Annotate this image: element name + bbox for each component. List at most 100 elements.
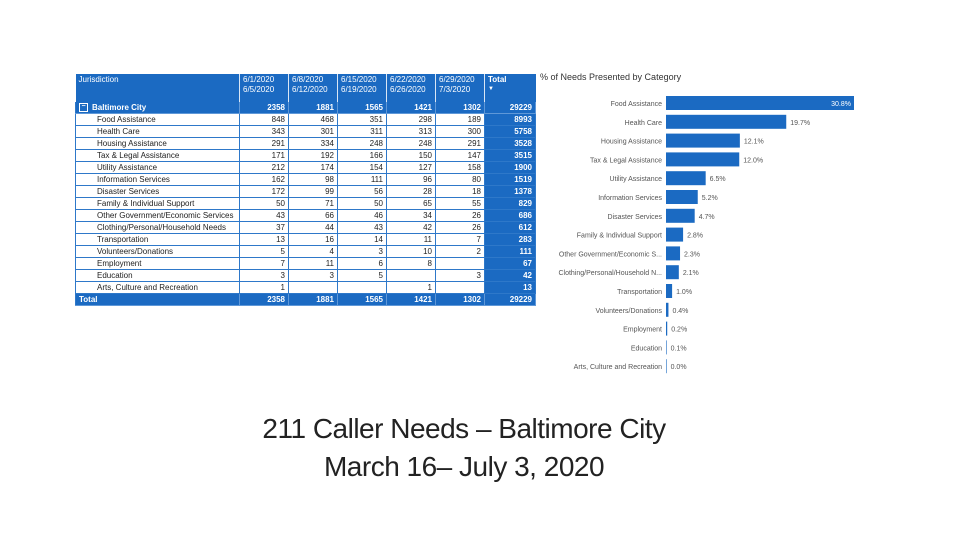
table-row[interactable]: Housing Assistance 291 334 248 248 291 3528 xyxy=(75,137,536,150)
row-label-text: Total xyxy=(79,295,98,304)
value-cell: 11 xyxy=(386,233,436,246)
category-label: Employment xyxy=(623,327,662,334)
value-cell: 7 xyxy=(239,257,289,270)
bar[interactable] xyxy=(666,133,740,148)
value-cell: 16 xyxy=(288,233,338,246)
data-label: 12.0% xyxy=(743,157,763,164)
value-cell: 56 xyxy=(337,185,387,198)
value-cell: 313 xyxy=(386,125,436,138)
total-cell: 283 xyxy=(484,233,536,246)
value-cell: 80 xyxy=(435,173,485,186)
category-label: Food Assistance xyxy=(611,101,662,108)
value-cell: 50 xyxy=(239,197,289,210)
table-row-label: Other Government/Economic Services xyxy=(75,209,240,222)
table-row[interactable]: Family & Individual Support 50 71 50 65 55 829 xyxy=(75,197,536,210)
bar[interactable] xyxy=(666,246,681,261)
bar[interactable] xyxy=(666,359,667,374)
table-row[interactable]: Transportation 13 16 14 11 7 283 xyxy=(75,233,536,246)
value-cell: 3 xyxy=(288,269,338,282)
value-cell: 42 xyxy=(386,221,436,234)
data-label: 6.5% xyxy=(710,176,726,183)
parent-row[interactable]: − Baltimore City 2358 1881 1565 1421 1302 29229 xyxy=(75,102,536,114)
value-cell: 50 xyxy=(337,197,387,210)
row-label-text: Baltimore City xyxy=(92,103,147,112)
total-cell: 111 xyxy=(484,245,536,258)
bar[interactable] xyxy=(666,340,667,355)
value-cell: 248 xyxy=(386,137,436,150)
table-row-label: Education xyxy=(75,269,240,282)
sort-descending-icon[interactable]: ▼ xyxy=(488,86,494,92)
table-row[interactable]: Volunteers/Donations 5 4 3 10 2 111 xyxy=(75,245,536,258)
table-row[interactable]: Tax & Legal Assistance 171 192 166 150 147 351… xyxy=(75,149,536,162)
bar[interactable] xyxy=(666,114,787,129)
value-cell: 2358 xyxy=(239,293,289,306)
table-row[interactable]: Disaster Services 172 99 56 28 18 1378 xyxy=(75,185,536,198)
value-cell: 158 xyxy=(435,161,485,174)
table-row[interactable]: Information Services 162 98 111 96 80 1519 xyxy=(75,173,536,186)
table-row[interactable]: Arts, Culture and Recreation 1 1 13 xyxy=(75,281,536,294)
bar[interactable] xyxy=(666,265,679,280)
value-cell: 6 xyxy=(337,257,387,270)
column-header-total[interactable]: Total ▼ xyxy=(484,74,536,102)
table-row[interactable]: Other Government/Economic Services 43 66 46… xyxy=(75,209,536,222)
value-cell: 2358 xyxy=(239,102,289,114)
bar[interactable] xyxy=(666,227,684,242)
row-label-text: Transportation xyxy=(97,235,149,244)
table-row[interactable]: Food Assistance 848 468 351 298 189 8993 xyxy=(75,113,536,126)
value-cell: 1565 xyxy=(337,102,387,114)
slide-title: 211 Caller Needs – Baltimore City March … xyxy=(0,410,928,486)
table-row[interactable]: Employment 7 11 6 8 67 xyxy=(75,257,536,270)
value-cell: 65 xyxy=(386,197,436,210)
value-cell: 5 xyxy=(337,269,387,282)
column-header-week3[interactable]: 6/15/2020 6/19/2020 xyxy=(337,74,387,102)
table-row-label: Food Assistance xyxy=(75,113,240,126)
data-label: 0.0% xyxy=(671,364,687,371)
table-row-label: Disaster Services xyxy=(75,185,240,198)
value-cell: 3 xyxy=(337,245,387,258)
bar[interactable] xyxy=(666,208,695,223)
table-row[interactable]: Health Care 343 301 311 313 300 5758 xyxy=(75,125,536,138)
table-row-label: Clothing/Personal/Household Needs xyxy=(75,221,240,234)
value-cell: 1881 xyxy=(288,293,338,306)
bar[interactable] xyxy=(666,96,854,110)
total-cell: 8993 xyxy=(484,113,536,126)
category-label: Transportation xyxy=(617,289,662,296)
value-cell: 1421 xyxy=(386,102,436,114)
bar[interactable] xyxy=(666,321,668,336)
column-header-jurisdiction[interactable]: Jurisdiction xyxy=(75,74,240,102)
total-cell: 42 xyxy=(484,269,536,282)
column-header-week1[interactable]: 6/1/2020 6/5/2020 xyxy=(239,74,289,102)
total-cell: 829 xyxy=(484,197,536,210)
value-cell: 1 xyxy=(386,281,436,294)
total-cell: 5758 xyxy=(484,125,536,138)
value-cell: 44 xyxy=(288,221,338,234)
bar[interactable] xyxy=(666,302,669,317)
column-header-week5[interactable]: 6/29/2020 7/3/2020 xyxy=(435,74,485,102)
bar[interactable] xyxy=(666,152,740,167)
value-cell: 4 xyxy=(288,245,338,258)
value-cell: 7 xyxy=(435,233,485,246)
total-cell: 1378 xyxy=(484,185,536,198)
bar[interactable] xyxy=(666,190,698,204)
column-header-week2[interactable]: 6/8/2020 6/12/2020 xyxy=(288,74,338,102)
chart-title: % of Needs Presented by Category xyxy=(540,72,682,82)
row-label-text: Other Government/Economic Services xyxy=(97,211,234,220)
value-cell: 127 xyxy=(386,161,436,174)
value-cell: 298 xyxy=(386,113,436,126)
collapse-icon[interactable]: − xyxy=(79,103,88,113)
row-label-text: Food Assistance xyxy=(97,115,156,124)
value-cell xyxy=(435,257,485,270)
total-row[interactable]: Total 2358 1881 1565 1421 1302 29229 xyxy=(75,293,536,306)
table-row[interactable]: Education 3 3 5 3 42 xyxy=(75,269,536,282)
column-header-week4[interactable]: 6/22/2020 6/26/2020 xyxy=(386,74,436,102)
table-row[interactable]: Utility Assistance 212 174 154 127 158 1900 xyxy=(75,161,536,174)
bar[interactable] xyxy=(666,284,673,298)
bar[interactable] xyxy=(666,171,706,186)
value-cell: 3 xyxy=(435,269,485,282)
table-row-label: Employment xyxy=(75,257,240,270)
total-cell: 686 xyxy=(484,209,536,222)
value-cell: 111 xyxy=(337,173,387,186)
table-row[interactable]: Clothing/Personal/Household Needs 37 44 43 4… xyxy=(75,221,536,234)
category-label: Arts, Culture and Recreation xyxy=(574,364,662,371)
table-row-label: Transportation xyxy=(75,233,240,246)
